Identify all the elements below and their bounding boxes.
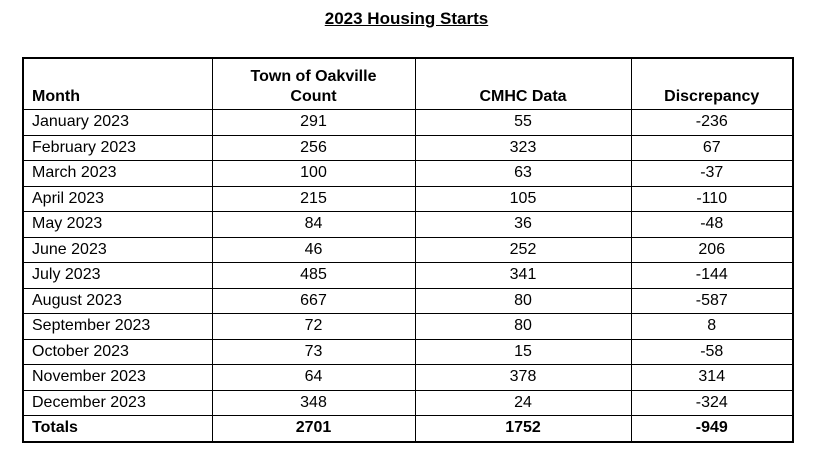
col-header-month: Month [22,57,213,110]
oakville-cell: 291 [211,109,416,136]
month-cell: December 2023 [22,389,213,416]
month-cell: September 2023 [22,313,213,340]
cmhc-cell: 80 [414,287,632,314]
oakville-cell: 64 [211,364,416,391]
table-row: April 2023 215 105 -110 [22,185,794,212]
month-cell: November 2023 [22,364,213,391]
month-cell: June 2023 [22,236,213,263]
table-row: September 2023 72 80 8 [22,313,794,340]
month-cell: March 2023 [22,160,213,187]
header-row: Month Town of Oakville Count CMHC Data D… [22,57,794,110]
table-row: February 2023 256 323 67 [22,134,794,161]
cmhc-cell: 252 [414,236,632,263]
discrepancy-cell: -144 [630,262,794,289]
discrepancy-cell: 8 [630,313,794,340]
totals-cmhc-cell: 1752 [414,415,632,442]
cmhc-cell: 378 [414,364,632,391]
discrepancy-cell: 206 [630,236,794,263]
oakville-cell: 84 [211,211,416,238]
table-row: July 2023 485 341 -144 [22,262,794,289]
oakville-cell: 256 [211,134,416,161]
cmhc-cell: 341 [414,262,632,289]
month-cell: July 2023 [22,262,213,289]
discrepancy-cell: -236 [630,109,794,136]
month-cell: April 2023 [22,185,213,212]
col-header-discrepancy: Discrepancy [630,57,794,110]
discrepancy-cell: -587 [630,287,794,314]
discrepancy-cell: 314 [630,364,794,391]
discrepancy-cell: -324 [630,389,794,416]
oakville-cell: 485 [211,262,416,289]
table-row: May 2023 84 36 -48 [22,211,794,238]
totals-label: Totals [22,415,213,442]
discrepancy-cell: -110 [630,185,794,212]
table-row: March 2023 100 63 -37 [22,160,794,187]
table-row: November 2023 64 378 314 [22,364,794,391]
cmhc-cell: 80 [414,313,632,340]
table-row: January 2023 291 55 -236 [22,109,794,136]
totals-oakville-cell: 2701 [211,415,416,442]
table-row: December 2023 348 24 -324 [22,389,794,416]
discrepancy-cell: -58 [630,338,794,365]
col-header-oakville-count: Town of Oakville Count [211,57,416,110]
oakville-cell: 348 [211,389,416,416]
oakville-cell: 100 [211,160,416,187]
cmhc-cell: 323 [414,134,632,161]
cmhc-cell: 15 [414,338,632,365]
discrepancy-cell: -37 [630,160,794,187]
table-row: October 2023 73 15 -58 [22,338,794,365]
table-row: June 2023 46 252 206 [22,236,794,263]
month-cell: February 2023 [22,134,213,161]
table-row: August 2023 667 80 -587 [22,287,794,314]
col-header-cmhc-data: CMHC Data [414,57,632,110]
cmhc-cell: 105 [414,185,632,212]
oakville-cell: 215 [211,185,416,212]
cmhc-cell: 55 [414,109,632,136]
month-cell: May 2023 [22,211,213,238]
oakville-cell: 46 [211,236,416,263]
cmhc-cell: 24 [414,389,632,416]
totals-discrepancy-cell: -949 [630,415,794,442]
oakville-cell: 667 [211,287,416,314]
discrepancy-cell: 67 [630,134,794,161]
month-cell: October 2023 [22,338,213,365]
discrepancy-cell: -48 [630,211,794,238]
totals-row: Totals 2701 1752 -949 [22,415,794,442]
oakville-cell: 72 [211,313,416,340]
housing-starts-table: Month Town of Oakville Count CMHC Data D… [22,57,794,443]
page-title: 2023 Housing Starts [324,9,489,28]
month-cell: January 2023 [22,109,213,136]
cmhc-cell: 63 [414,160,632,187]
month-cell: August 2023 [22,287,213,314]
cmhc-cell: 36 [414,211,632,238]
oakville-cell: 73 [211,338,416,365]
